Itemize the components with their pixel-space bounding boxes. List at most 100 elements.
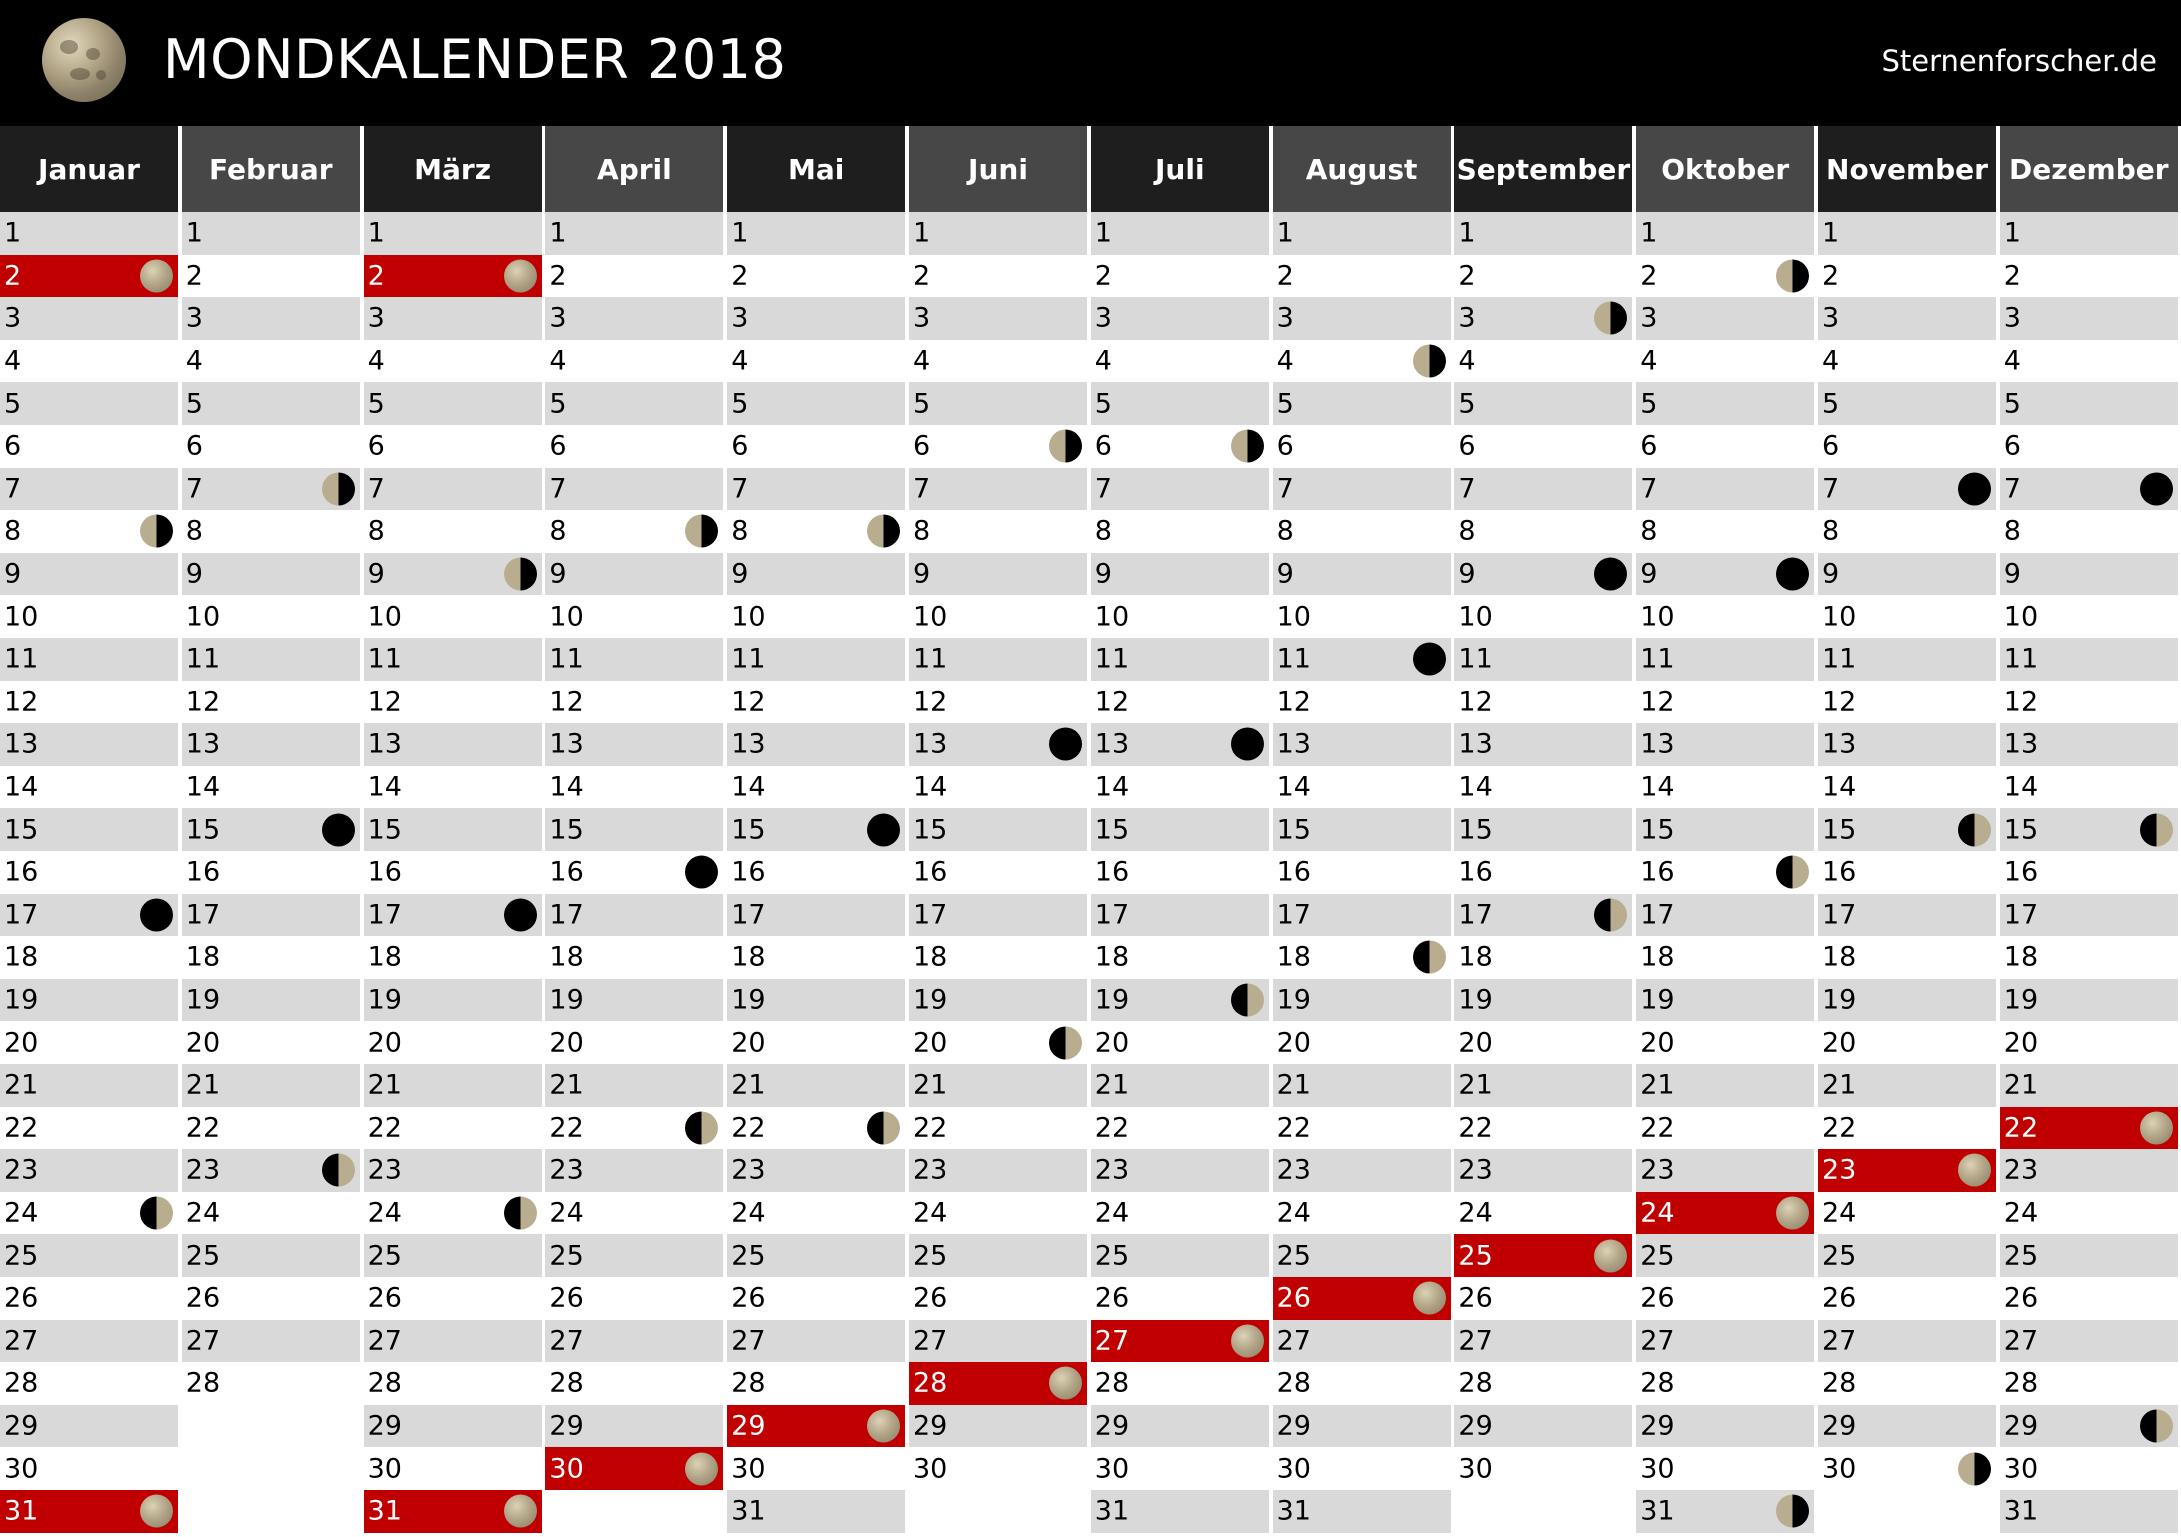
day-number: 30: [367, 1453, 402, 1485]
day-cell: 6: [181, 425, 360, 468]
month-column: September 1 2 3 4 5 6 7 8 9 10 11 12 13 14 15 16 17 18 19 20…: [1454, 126, 1633, 1537]
day-number: 29: [731, 1410, 766, 1442]
day-number: 22: [731, 1112, 766, 1144]
day-cell: 30: [727, 1447, 906, 1490]
day-cell: 23: [727, 1149, 906, 1192]
day-number: 24: [2003, 1197, 2039, 1229]
day-cell: 3: [181, 297, 360, 340]
day-number: 25: [4, 1240, 39, 1272]
day-number: 17: [1822, 899, 1857, 931]
day-cell: 5: [1090, 382, 1269, 425]
day-number: 24: [1822, 1197, 1857, 1229]
day-cell: 14: [1818, 765, 1996, 809]
new-moon-icon: [503, 898, 537, 932]
day-cell: 21: [545, 1064, 724, 1107]
day-cell: 15: [909, 808, 1087, 851]
day-number: 9: [2003, 558, 2021, 590]
day-cell: 3: [0, 297, 178, 340]
day-cell: 23: [181, 1149, 360, 1192]
day-number: 29: [913, 1410, 948, 1442]
day-number: 23: [4, 1154, 39, 1186]
day-cell: 20: [1636, 1021, 1815, 1064]
day-cell: 3: [1454, 297, 1633, 340]
new-moon-icon: [1230, 727, 1264, 761]
day-cell: 1: [181, 212, 360, 255]
day-number: 25: [1094, 1240, 1130, 1272]
day-number: 20: [1276, 1027, 1311, 1059]
day-number: 16: [1458, 856, 1493, 888]
month-header: März: [363, 126, 542, 212]
day-cell: 22: [1272, 1106, 1451, 1150]
last-quarter-icon: [1412, 344, 1446, 378]
day-cell: 27: [909, 1319, 1087, 1363]
day-number: 25: [185, 1240, 221, 1272]
day-cell: 20: [363, 1021, 542, 1064]
day-cell: 19: [1999, 978, 2178, 1022]
day-number: 21: [4, 1069, 39, 1101]
full-moon-icon: [1049, 1366, 1082, 1400]
day-number: 5: [1458, 388, 1476, 420]
day-cell: 23: [1090, 1149, 1269, 1192]
day-number: 6: [2003, 430, 2021, 462]
day-number: 24: [1276, 1197, 1311, 1229]
day-number: 23: [731, 1154, 766, 1186]
day-number: 26: [1822, 1282, 1857, 1314]
day-number: 23: [185, 1154, 221, 1186]
first-quarter-icon: [1776, 855, 1810, 889]
day-number: 28: [731, 1367, 766, 1399]
new-moon-icon: [1049, 727, 1082, 761]
day-number: 7: [1094, 473, 1112, 505]
day-cell: 22: [1999, 1106, 2178, 1150]
day-number: 14: [4, 771, 39, 803]
day-number: 18: [1276, 941, 1311, 973]
day-cell: 26: [363, 1277, 542, 1320]
day-cell: 11: [727, 638, 906, 681]
first-quarter-icon: [1230, 983, 1264, 1017]
day-cell: 9: [1999, 552, 2178, 596]
day-number: 28: [185, 1367, 221, 1399]
day-number: 18: [1822, 941, 1857, 973]
day-cell: 8: [0, 510, 178, 553]
day-number: 10: [1640, 601, 1675, 633]
day-number: 11: [1640, 643, 1675, 675]
last-quarter-icon: [1958, 1452, 1991, 1486]
day-number: 25: [913, 1240, 948, 1272]
day-cell: 15: [1090, 808, 1269, 851]
month-column: Dezember 1 2 3 4 5 6 7 8 9 10 11 12 13 14 15 16 17 18 19 20 2…: [1999, 126, 2178, 1537]
day-number: 9: [549, 558, 567, 590]
day-number: 18: [731, 941, 766, 973]
day-cell: 22: [727, 1106, 906, 1150]
day-cell: 29: [1090, 1404, 1269, 1448]
day-cell: 11: [545, 638, 724, 681]
day-cell: 2: [1999, 254, 2178, 298]
day-cell: 5: [1818, 382, 1996, 425]
day-number: 16: [2003, 856, 2039, 888]
day-cell: 7: [545, 467, 724, 511]
day-cell: 25: [363, 1234, 542, 1277]
day-number: 16: [731, 856, 766, 888]
day-cell: 16: [181, 851, 360, 894]
day-cell: 21: [1636, 1064, 1815, 1107]
full-moon-icon: [503, 259, 537, 293]
day-cell: 28: [727, 1362, 906, 1405]
day-number: 26: [1640, 1282, 1675, 1314]
day-number: 11: [1276, 643, 1311, 675]
day-cell: 29: [545, 1404, 724, 1448]
day-cell: 26: [1090, 1277, 1269, 1320]
day-number: 14: [731, 771, 766, 803]
day-cell: 21: [1272, 1064, 1451, 1107]
day-cell: 17: [909, 893, 1087, 937]
first-quarter-icon: [1412, 940, 1446, 974]
day-number: 27: [1458, 1325, 1493, 1357]
day-cell: 31: [1636, 1490, 1815, 1533]
day-cell: 1: [1818, 212, 1996, 255]
day-cell: 18: [181, 936, 360, 979]
last-quarter-icon: [503, 557, 537, 591]
day-number: 23: [1640, 1154, 1675, 1186]
day-number: 18: [2003, 941, 2039, 973]
day-number: 7: [549, 473, 567, 505]
day-number: 27: [185, 1325, 221, 1357]
day-cell: 28: [1454, 1362, 1633, 1405]
day-cell: 28: [1636, 1362, 1815, 1405]
day-number: 29: [4, 1410, 39, 1442]
